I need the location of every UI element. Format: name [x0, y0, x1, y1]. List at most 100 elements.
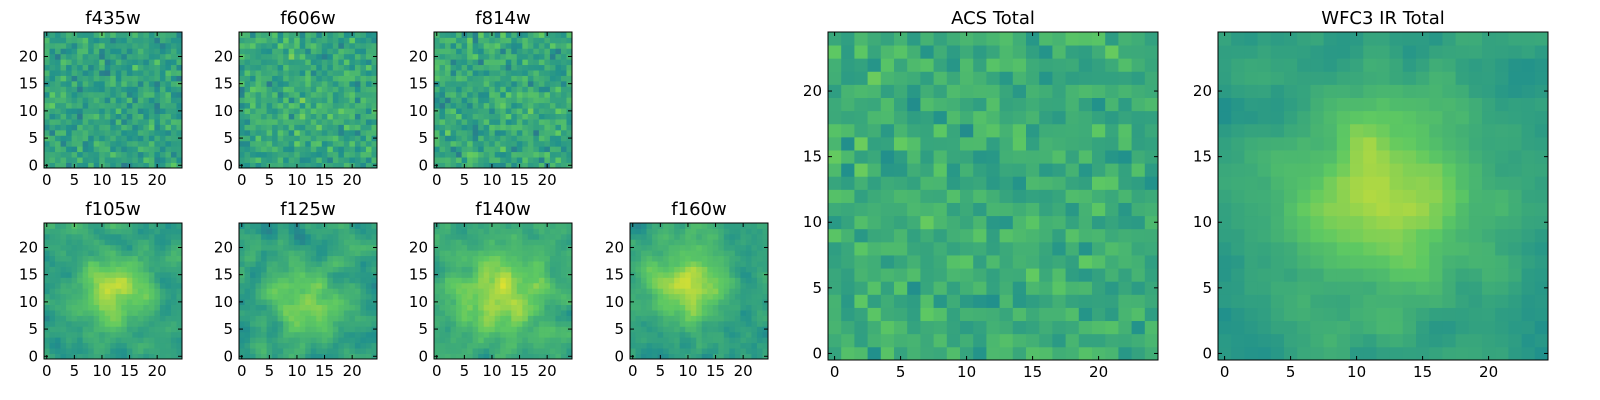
heatmap-cell	[527, 113, 534, 120]
heatmap-cell	[250, 157, 256, 163]
heatmap-cell	[472, 326, 479, 333]
heatmap-cell	[999, 228, 1014, 243]
heatmap-cell	[283, 91, 290, 98]
heatmap-cell	[933, 255, 948, 269]
heatmap-cell	[137, 299, 144, 305]
heatmap-cell	[500, 162, 507, 169]
heatmap-cell	[126, 250, 133, 257]
heatmap-cell	[360, 102, 367, 109]
heatmap-cell	[360, 239, 367, 246]
heatmap-cell	[137, 113, 144, 120]
heatmap-cell	[104, 53, 111, 60]
heatmap-cell	[294, 97, 301, 104]
heatmap-cell	[756, 223, 763, 229]
heatmap-cell	[266, 271, 273, 278]
heatmap-cell	[88, 326, 95, 333]
heatmap-cell	[121, 86, 128, 93]
heatmap-cell	[1144, 176, 1159, 190]
heatmap-cell	[718, 223, 725, 229]
heatmap-cell	[740, 228, 747, 235]
heatmap-cell	[288, 304, 295, 311]
heatmap-cell	[354, 228, 361, 235]
heatmap-cell	[555, 293, 562, 300]
heatmap-cell	[718, 310, 725, 316]
heatmap-cell	[283, 293, 290, 300]
heatmap-cell	[66, 331, 72, 338]
heatmap-cell	[505, 42, 512, 49]
heatmap-cell	[60, 223, 67, 229]
heatmap-cell	[511, 124, 518, 131]
heatmap-cell	[244, 102, 251, 109]
heatmap-cell	[294, 42, 301, 49]
heatmap-cell	[137, 304, 144, 311]
heatmap-cell	[143, 97, 150, 104]
heatmap-cell	[343, 326, 350, 333]
heatmap-cell	[93, 129, 100, 136]
heatmap-cell	[445, 162, 451, 169]
heatmap-cell	[538, 244, 545, 251]
heatmap-cell	[277, 75, 284, 82]
heatmap-cell	[365, 64, 372, 71]
heatmap-cell	[288, 310, 295, 316]
heatmap-cell	[635, 261, 642, 267]
heatmap-cell	[77, 113, 84, 120]
heatmap-cell	[1052, 228, 1066, 243]
heatmap-cell	[121, 266, 128, 273]
heatmap-cell	[99, 261, 106, 267]
heatmap-cell	[1012, 294, 1027, 308]
heatmap-cell	[674, 266, 681, 273]
heatmap-cell	[327, 97, 334, 104]
heatmap-cell	[544, 129, 551, 136]
heatmap-cell	[255, 151, 262, 158]
heatmap-cell	[244, 266, 251, 273]
heatmap-cell	[104, 331, 111, 338]
heatmap-cell	[894, 150, 908, 164]
heatmap-cell	[360, 119, 367, 125]
heatmap-cell	[104, 315, 111, 322]
heatmap-cell	[450, 239, 457, 246]
heatmap-cell	[338, 244, 345, 251]
heatmap-cell	[305, 293, 312, 300]
y-tick-label: 20	[19, 47, 38, 65]
heatmap-cell	[332, 293, 339, 300]
heatmap-cell	[867, 268, 882, 282]
heatmap-cell	[365, 42, 372, 49]
heatmap-cell	[920, 346, 934, 361]
heatmap-cell	[294, 59, 301, 66]
heatmap-cell	[685, 266, 692, 273]
heatmap-cell	[456, 233, 462, 240]
heatmap-cell	[445, 261, 451, 267]
heatmap-cell	[456, 75, 462, 82]
heatmap-cell	[110, 64, 117, 71]
heatmap-cell	[360, 304, 367, 311]
heatmap-cell	[82, 129, 89, 136]
heatmap-cell	[77, 310, 84, 316]
heatmap-cell	[1065, 333, 1080, 348]
heatmap-cell	[44, 48, 50, 55]
y-tick-label: 15	[409, 75, 428, 93]
heatmap-cell	[1144, 255, 1159, 269]
heatmap-cell	[349, 326, 356, 333]
heatmap-cell	[867, 255, 882, 269]
heatmap-cell	[294, 293, 301, 300]
heatmap-cell	[299, 277, 306, 284]
heatmap-cell	[305, 86, 312, 93]
heatmap-cell	[66, 277, 72, 284]
heatmap-cell	[701, 310, 708, 316]
heatmap-cell	[555, 337, 562, 344]
heatmap-cell	[244, 86, 251, 93]
heatmap-cell	[946, 346, 961, 361]
heatmap-cell	[505, 250, 512, 257]
heatmap-cell	[239, 64, 245, 71]
heatmap-cell	[489, 228, 496, 235]
heatmap-cell	[544, 310, 551, 316]
heatmap-cell	[544, 304, 551, 311]
heatmap-cell	[170, 59, 177, 66]
heatmap-cell	[365, 75, 372, 82]
x-tick-label: 5	[265, 171, 275, 189]
heatmap-cell	[489, 48, 496, 55]
heatmap-cell	[511, 75, 518, 82]
heatmap-cell	[115, 315, 122, 322]
heatmap-cell	[277, 326, 284, 333]
heatmap-cell	[288, 102, 295, 109]
